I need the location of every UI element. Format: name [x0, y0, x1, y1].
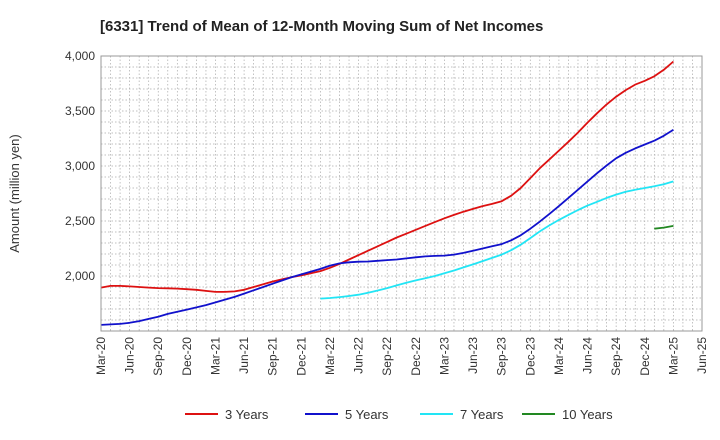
x-tick-label: Mar-24	[552, 337, 566, 375]
series-line-5-years	[100, 128, 674, 326]
legend-label: 5 Years	[345, 407, 389, 422]
x-tick-label: Sep-24	[609, 337, 623, 376]
y-tick-label: 2,500	[65, 214, 95, 228]
x-tick-label: Mar-21	[208, 337, 222, 375]
x-tick-label: Sep-23	[495, 337, 509, 376]
x-tick-label: Dec-23	[523, 337, 537, 376]
y-axis-label: Amount (million yen)	[7, 134, 22, 253]
plot-border	[100, 55, 703, 332]
x-tick-label: Jun-20	[123, 337, 137, 374]
series-lines	[100, 60, 674, 326]
x-tick-label: Sep-20	[151, 337, 165, 376]
x-tick-label: Jun-21	[237, 337, 251, 374]
x-tick-label: Mar-25	[666, 337, 680, 375]
x-tick-label: Jun-22	[352, 337, 366, 374]
x-tick-label: Jun-25	[695, 337, 709, 374]
x-tick-label: Mar-22	[323, 337, 337, 375]
x-tick-label: Jun-23	[466, 337, 480, 374]
series-line-3-years	[100, 60, 674, 293]
y-tick-label: 3,500	[65, 104, 95, 118]
y-tick-label: 4,000	[65, 49, 95, 63]
plot-area	[101, 56, 702, 331]
x-axis: Mar-20 Jun-20 Sep-20 Dec-20 Mar-21 Jun-21 Sep-…	[94, 337, 709, 376]
series-line-10-years	[654, 225, 674, 230]
x-tick-label: Dec-22	[409, 337, 423, 376]
chart-title: [6331] Trend of Mean of 12-Month Moving …	[100, 18, 543, 35]
series-line-7-years	[320, 180, 674, 300]
x-tick-label: Mar-20	[94, 337, 108, 375]
grid-vertical	[100, 56, 703, 331]
legend-label: 7 Years	[460, 407, 504, 422]
legend-label: 10 Years	[562, 407, 613, 422]
y-axis: 2,000 2,500 3,000 3,500 4,000	[65, 49, 95, 283]
x-tick-label: Mar-23	[437, 337, 451, 375]
x-tick-label: Jun-24	[581, 337, 595, 374]
x-tick-label: Sep-21	[266, 337, 280, 376]
y-tick-label: 3,000	[65, 159, 95, 173]
legend-label: 3 Years	[225, 407, 269, 422]
y-tick-label: 2,000	[65, 269, 95, 283]
legend: 3 Years 5 Years 7 Years 10 Years	[185, 407, 613, 422]
x-tick-label: Dec-24	[638, 337, 652, 376]
x-tick-label: Dec-21	[294, 337, 308, 376]
x-tick-label: Sep-22	[380, 337, 394, 376]
x-tick-label: Dec-20	[180, 337, 194, 376]
